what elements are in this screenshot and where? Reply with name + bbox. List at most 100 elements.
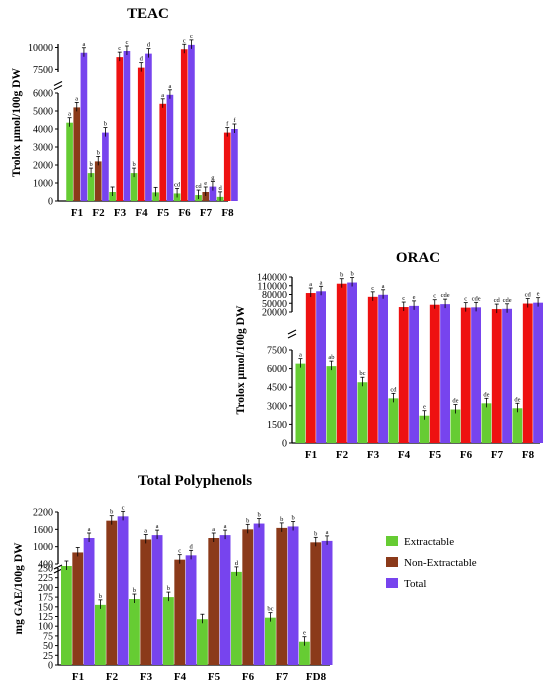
chart1-bar-extractable (66, 122, 73, 201)
chart3-y-tick-label: 250 (38, 564, 53, 575)
chart3-x-tick-label: F5 (208, 671, 221, 683)
chart2-sig-letter: cde (503, 297, 512, 304)
chart1-bar-extractable (130, 173, 138, 201)
chart2-x-tick-label: F8 (522, 449, 535, 461)
chart2-sig-letter: de (514, 396, 520, 403)
chart1-bar-non-extractable (94, 161, 102, 201)
chart2-sig-letter: e (537, 291, 540, 298)
chart3-sig-letter: a (212, 526, 215, 533)
chart2-sig-letter: cde (472, 295, 481, 302)
chart2-y-tick-label: 1500 (267, 420, 287, 431)
chart1-sig-letter: d (147, 42, 151, 49)
chart2-bar-total (378, 294, 388, 443)
legend-label-total: Total (404, 578, 426, 590)
chart1-sig-letter: e (204, 180, 207, 187)
chart3-x-tick-label: F6 (242, 671, 255, 683)
chart2-y-tick-label: 20000 (262, 308, 287, 319)
chart1-bar-extractable (152, 192, 159, 201)
chart2-sig-letter: c (464, 296, 467, 303)
chart3-sig-letter: a (326, 529, 329, 536)
chart3-bar-total (151, 535, 163, 665)
chart3-bar-total (253, 523, 265, 665)
chart1-bar-total (231, 129, 238, 201)
chart2-bar-extractable (388, 398, 399, 443)
chart1-y-tick-label: 2000 (33, 161, 53, 172)
chart2-sig-letter: a (382, 283, 385, 290)
chart2-y-tick-label: 110000 (257, 281, 287, 292)
chart2-bar-non-extractable (429, 304, 440, 443)
chart2-sig-letter: a (299, 352, 302, 359)
chart3-sig-letter: d (235, 560, 239, 567)
chart3-bar-total (287, 526, 299, 665)
chart2-bar-total (502, 308, 512, 443)
chart3-sig-letter: a (156, 523, 159, 530)
chart3-bar-non-extractable (106, 520, 118, 665)
chart1-x-tick-label: F3 (114, 207, 127, 219)
chart3-sig-letter: d (189, 543, 193, 550)
chart2-sig-letter: cd (525, 292, 532, 299)
chart1-x-tick-label: F6 (178, 207, 191, 219)
chart1-ylabel: Trolox μmol/100g DW (11, 68, 23, 177)
chart2-y-tick-label: 140000 (257, 273, 287, 284)
chart3-sig-letter: b (291, 514, 294, 521)
chart2-x-tick-label: F5 (429, 449, 442, 461)
chart2-bar-extractable (450, 409, 461, 443)
chart1-bar-non-extractable (116, 57, 124, 201)
chart2-sig-letter: c (371, 285, 374, 292)
chart2-y-tick-label: 7500 (267, 346, 287, 357)
chart2-sig-letter: de (452, 398, 458, 405)
chart2-bar-total (409, 305, 419, 443)
chart3-y-tick-label: 150 (38, 602, 53, 613)
chart1-bar-non-extractable (73, 107, 81, 201)
chart3-y-tick-label: 50 (43, 641, 53, 652)
chart2-title: ORAC (396, 250, 440, 266)
chart3-bar-extractable (163, 597, 174, 665)
chart3-y-tick-label: 75 (43, 631, 53, 642)
chart3-bar-extractable (129, 599, 140, 665)
chart1-y-tick-label: 1000 (33, 179, 53, 190)
chart1-sig-letter: b (132, 161, 135, 168)
chart2-bar-extractable (481, 403, 492, 443)
chart3-bar-total (321, 540, 333, 665)
chart2-bar-total (347, 282, 357, 443)
chart3-bar-non-extractable (242, 529, 254, 665)
chart3-y-tick-label: 2200 (33, 508, 53, 519)
chart2-bar-non-extractable (367, 296, 378, 443)
chart2-y-tick-label: 4500 (267, 383, 287, 394)
chart3-x-tick-label: F7 (276, 671, 289, 683)
chart1-bar-non-extractable (137, 67, 145, 201)
chart1-sig-letter: c (118, 45, 121, 52)
chart1-sig-letter: cd (196, 183, 203, 190)
chart3-sig-letter: e (303, 630, 306, 637)
chart3-bar-total (83, 538, 95, 665)
chart1-y-tick-label: 7500 (33, 65, 53, 76)
chart1-sig-letter: b (97, 149, 100, 156)
chart2-sig-letter: b (340, 272, 343, 279)
chart1-title: TEAC (127, 6, 169, 22)
chart2-sig-letter: a (309, 281, 312, 288)
chart1-sig-letter: a (82, 41, 85, 48)
chart1-sig-letter: f (226, 121, 229, 128)
chart1-x-tick-label: F8 (221, 207, 234, 219)
chart2-sig-letter: cde (441, 292, 450, 299)
chart2-sig-letter: c (433, 293, 436, 300)
chart1-bar-total (166, 94, 174, 201)
chart1-bar-non-extractable (159, 103, 167, 201)
chart3-bar-extractable (61, 566, 72, 665)
chart3-bar-non-extractable (276, 527, 288, 665)
chart1-y-tick-label: 0 (48, 197, 53, 208)
chart1-sig-letter: a (161, 92, 164, 99)
chart3-bar-non-extractable (310, 542, 322, 665)
chart3-y-tick-label: 175 (38, 593, 53, 604)
chart3-sig-letter: b (99, 593, 102, 600)
legend-label-non-extractable: Non-Extractable (404, 557, 477, 569)
chart2-y-tick-label: 6000 (267, 364, 287, 375)
chart2-bar-non-extractable (491, 309, 502, 443)
chart1-sig-letter: c (125, 39, 128, 46)
chart3-y-tick-label: 100 (38, 622, 53, 633)
legend-swatch-non-extractable (386, 557, 398, 567)
chart2-bar-non-extractable (336, 283, 347, 443)
chart3-x-tick-label: F1 (72, 671, 84, 683)
chart1-bar-non-extractable (180, 49, 188, 201)
chart3-y-tick-label: 400 (38, 560, 53, 571)
